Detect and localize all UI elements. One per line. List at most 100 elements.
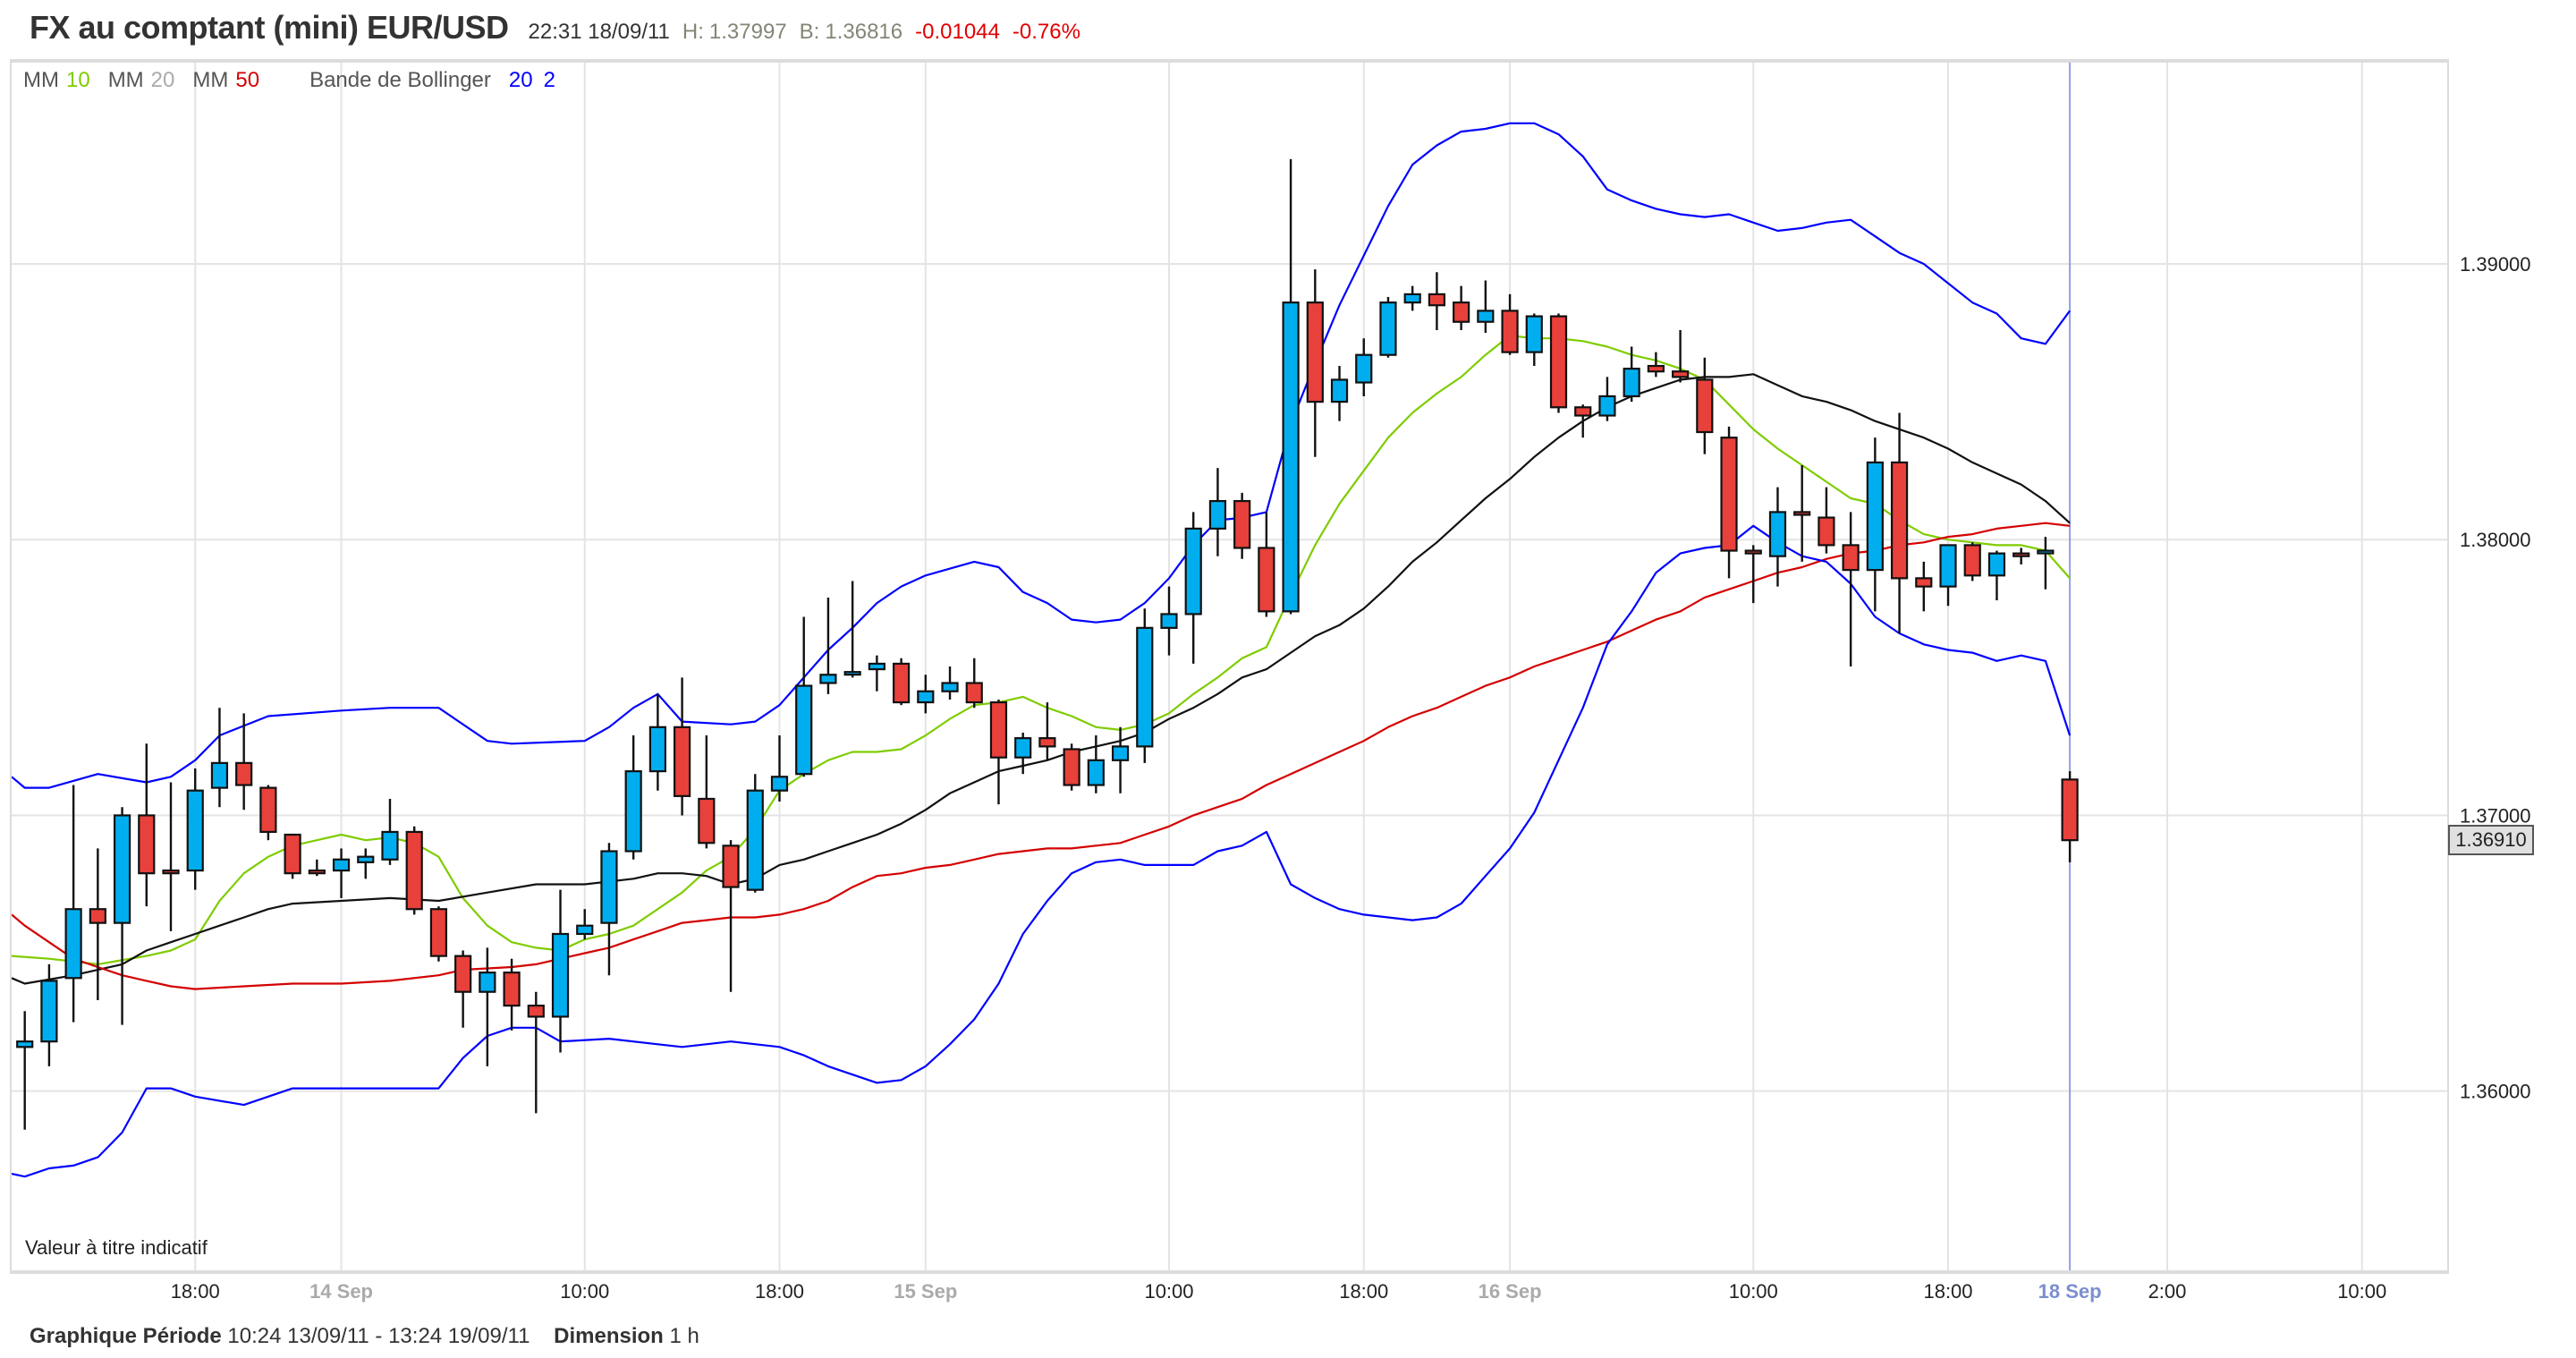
legend-ma20-label: MM	[107, 68, 144, 92]
candle-down	[1696, 357, 1714, 454]
candle-body	[1768, 511, 1787, 557]
price-tick-label: 1.38000	[2460, 529, 2531, 551]
candle-up	[1111, 726, 1130, 794]
candle-body	[16, 1040, 34, 1048]
candle-body	[1525, 315, 1543, 353]
candle-down	[1549, 313, 1568, 413]
candle-body	[332, 858, 351, 872]
candle-up	[1477, 280, 1495, 334]
legend-ma20-period: 20	[150, 68, 175, 92]
mm-20-line	[11, 373, 2071, 985]
candle-body	[1063, 748, 1080, 786]
candle-body	[162, 869, 180, 875]
candle-body	[698, 797, 716, 845]
grid-lines	[12, 63, 2447, 1270]
candle-down	[1428, 272, 1446, 330]
candle-body	[1355, 353, 1373, 384]
candle-down	[162, 782, 180, 931]
candle-up	[941, 666, 959, 700]
candle-down	[1063, 743, 1080, 791]
candle-up	[1939, 544, 1957, 607]
candle-body	[1963, 544, 1981, 577]
candle-body	[2061, 778, 2079, 842]
time-tick-label: 18:00	[755, 1280, 804, 1303]
change-percent: -0.76%	[1012, 20, 1080, 44]
candle-body	[648, 726, 666, 773]
candle-body	[551, 932, 570, 1018]
candle-up	[1768, 487, 1787, 587]
candle-body	[1598, 395, 1616, 417]
candle-body	[1038, 737, 1056, 748]
candle-up	[64, 785, 82, 1023]
candle-body	[1403, 293, 1421, 304]
time-axis: 18:00 14 Sep 10:00 18:00 15 Sep 10:00 18:00 16 …	[171, 1280, 2387, 1303]
candle-body	[1258, 547, 1275, 613]
mm-50-line	[11, 522, 2071, 990]
candle-up	[113, 807, 131, 1025]
candle-body	[1111, 745, 1130, 761]
candle-up	[576, 909, 594, 940]
candle-body	[527, 1005, 545, 1018]
legend-ma50-label: MM	[192, 68, 229, 92]
candle-body	[674, 726, 691, 797]
candle-body	[2037, 549, 2055, 555]
candle-up	[381, 798, 399, 865]
candle-down	[1501, 293, 1519, 355]
candle-body	[1987, 552, 2006, 577]
candle-up	[648, 693, 666, 791]
candle-body	[40, 980, 58, 1043]
candle-down	[965, 658, 983, 709]
legend-bollinger-period: 20	[508, 68, 533, 92]
legend-ma50-period: 50	[235, 68, 260, 92]
candle-body	[1501, 310, 1519, 353]
candle-body	[1087, 759, 1105, 786]
candle-body	[1671, 370, 1690, 378]
candle-up	[770, 735, 789, 802]
period-value: 10:24 13/09/11 - 13:24 19/09/11	[227, 1324, 530, 1348]
dimension-value: 1 h	[669, 1324, 699, 1348]
candle-up	[332, 848, 351, 898]
bollinger-upper-line	[11, 122, 2071, 789]
candle-down	[1793, 465, 1811, 562]
quote-datetime: 22:31 18/09/11	[528, 20, 670, 44]
candle-body	[64, 908, 82, 980]
candle-body	[235, 761, 253, 786]
candle-up	[357, 848, 375, 879]
candle-body	[746, 789, 764, 891]
candle-down	[989, 699, 1008, 805]
candle-down	[2012, 547, 2030, 564]
candle-body	[722, 845, 740, 888]
legend-bollinger-label: Bande de Bollinger	[309, 68, 491, 92]
candle-up	[1987, 550, 2006, 601]
candle-down	[1842, 512, 1860, 666]
candle-body	[1915, 577, 1933, 588]
candle-up	[843, 581, 861, 678]
candle-body	[1647, 364, 1665, 373]
candle-body	[259, 786, 277, 834]
candle-body	[1014, 737, 1032, 759]
candle-body	[624, 770, 642, 853]
price-tick-label: 1.36000	[2460, 1081, 2531, 1103]
chart-frame	[10, 59, 2449, 1274]
dimension-label: Dimension	[554, 1324, 664, 1348]
candle-up	[2037, 537, 2055, 590]
time-tick-label: 18:00	[171, 1280, 220, 1303]
high-value: 1.37997	[708, 20, 787, 44]
candle-body	[429, 908, 448, 957]
candle-down	[1038, 702, 1056, 760]
candle-down	[2061, 771, 2079, 862]
candle-body	[284, 833, 301, 875]
candle-down	[1915, 561, 1933, 612]
time-tick-label: 18 Sep	[2038, 1280, 2102, 1303]
legend-bollinger-deviation: 2	[543, 68, 555, 92]
candle-up	[210, 708, 229, 808]
instrument-title: FX au comptant (mini) EUR/USD	[30, 9, 509, 46]
time-tick-label: 10:00	[2337, 1280, 2386, 1303]
time-tick-label: 2:00	[2148, 1280, 2187, 1303]
candle-body	[600, 850, 618, 924]
time-tick-label: 18:00	[1339, 1280, 1388, 1303]
period-label: Graphique Période	[30, 1324, 222, 1348]
candle-up	[1866, 437, 1884, 612]
candle-body	[843, 671, 861, 676]
